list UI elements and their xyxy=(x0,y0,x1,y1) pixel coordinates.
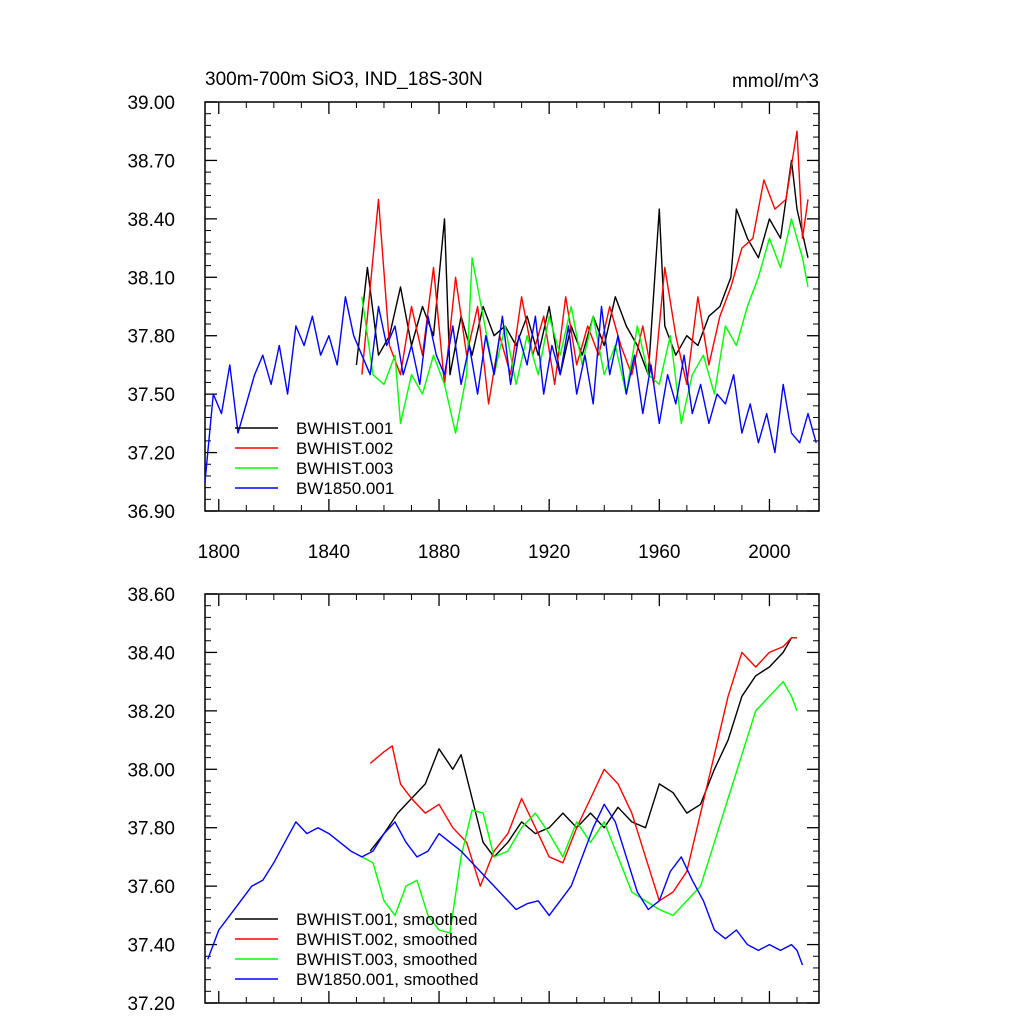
y-tick-label: 38.40 xyxy=(127,643,175,664)
top-chart-units: mmol/m^3 xyxy=(732,71,819,92)
y-tick-label: 38.60 xyxy=(127,585,175,606)
x-tick-label: 2000 xyxy=(748,542,790,563)
top-series xyxy=(204,130,817,482)
y-tick-label: 38.70 xyxy=(127,151,175,172)
y-tick-label: 37.20 xyxy=(127,994,175,1015)
y-tick-label: 37.20 xyxy=(127,444,175,465)
x-tick-label: 1960 xyxy=(638,542,680,563)
top-plot-frame xyxy=(204,101,820,512)
legend-label: BWHIST.001, smoothed xyxy=(296,910,477,929)
series-line-3 xyxy=(361,218,809,434)
legend-label: BWHIST.001 xyxy=(296,419,393,438)
legend-label: BWHIST.002, smoothed xyxy=(296,930,477,949)
x-tick-label: 1840 xyxy=(308,542,350,563)
y-tick-label: 37.60 xyxy=(127,877,175,898)
y-tick-label: 37.80 xyxy=(127,327,175,348)
top-panel: 300m-700m SiO3, IND_18S-30N mmol/m^3 36.… xyxy=(127,69,820,563)
top-chart-title: 300m-700m SiO3, IND_18S-30N xyxy=(205,69,483,90)
series-line-2 xyxy=(361,130,809,405)
series-line-4 xyxy=(204,296,817,482)
series-line-1 xyxy=(369,637,797,858)
y-tick-label: 38.20 xyxy=(127,702,175,723)
y-tick-label: 38.40 xyxy=(127,210,175,231)
bottom-axes: 37.20 37.40 37.60 37.80 38.00 38.20 38.40 38.60 xyxy=(127,585,819,1015)
legend-label: BW1850.001, smoothed xyxy=(296,970,478,989)
top-axes: 36.90 37.20 37.50 37.80 38.10 38.40 38.70 39.00… xyxy=(127,93,819,563)
x-tick-label: 1920 xyxy=(528,542,570,563)
y-tick-label: 37.80 xyxy=(127,819,175,840)
y-tick-label: 39.00 xyxy=(127,93,175,114)
legend-label: BW1850.001 xyxy=(296,479,394,498)
y-tick-label: 37.50 xyxy=(127,385,175,406)
bottom-plot-frame xyxy=(204,593,820,1004)
y-tick-label: 36.90 xyxy=(127,502,175,523)
y-tick-label: 38.10 xyxy=(127,268,175,289)
x-tick-label: 1880 xyxy=(418,542,460,563)
bottom-series xyxy=(207,637,804,966)
series-line-4 xyxy=(207,803,804,966)
y-tick-label: 38.00 xyxy=(127,760,175,781)
y-tick-label: 37.40 xyxy=(127,936,175,957)
series-line-2 xyxy=(369,637,797,902)
series-line-3 xyxy=(361,680,798,934)
series-line-1 xyxy=(355,159,809,376)
legend-label: BWHIST.003 xyxy=(296,459,393,478)
legend-label: BWHIST.003, smoothed xyxy=(296,950,477,969)
legend-label: BWHIST.002 xyxy=(296,439,393,458)
x-tick-label: 1800 xyxy=(198,542,240,563)
bottom-panel: 37.20 37.40 37.60 37.80 38.00 38.20 38.40 38.60… xyxy=(127,585,820,1015)
